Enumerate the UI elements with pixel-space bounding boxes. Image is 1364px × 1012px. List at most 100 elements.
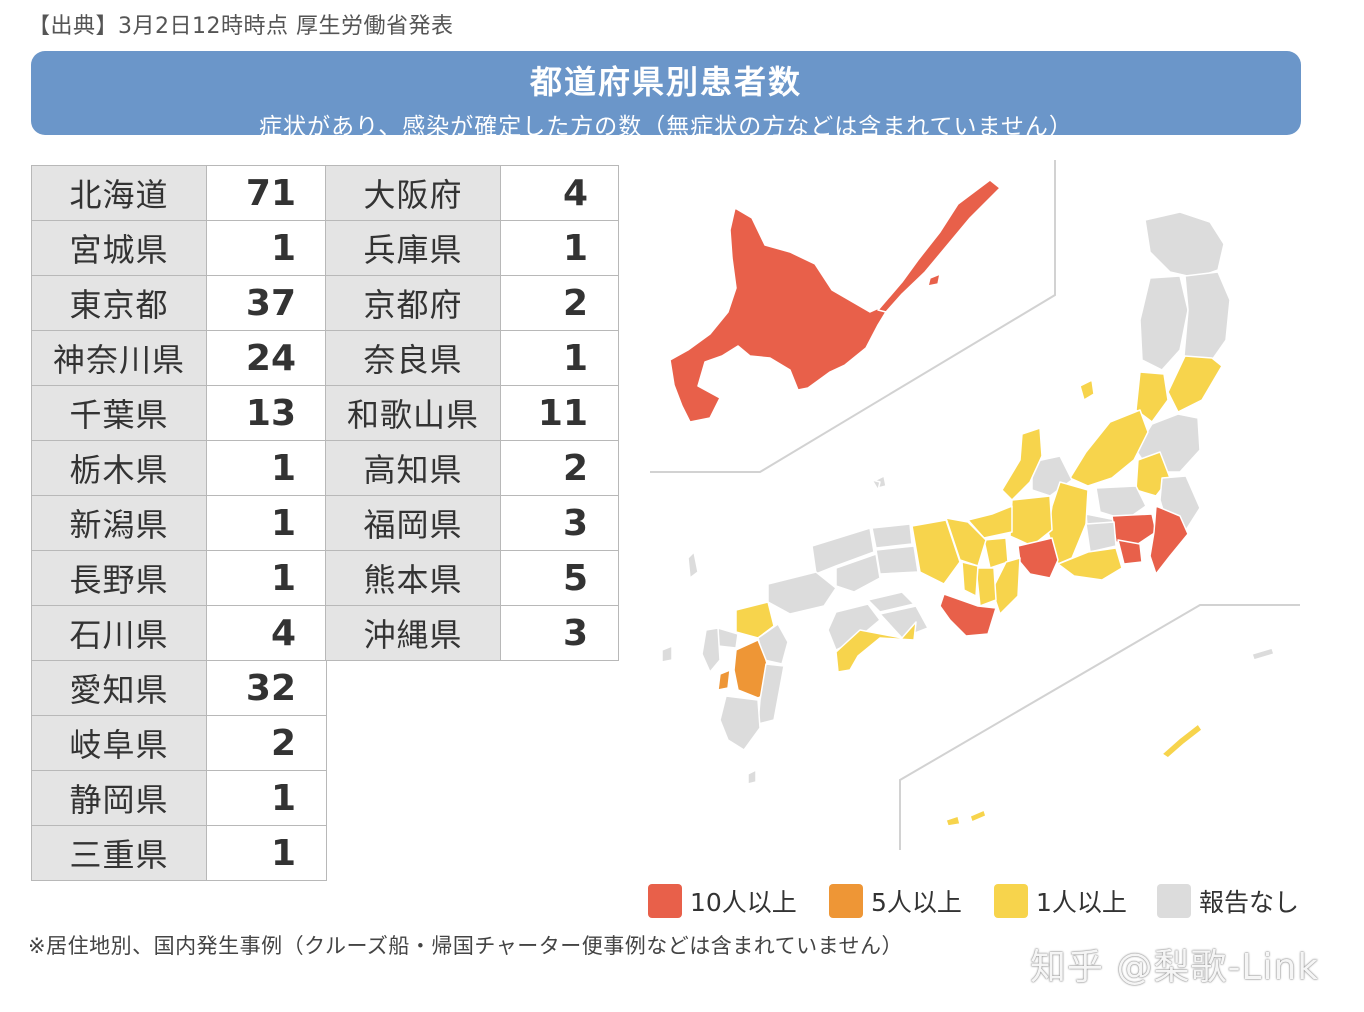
region-amakusa bbox=[717, 669, 731, 691]
prefecture-name: 長野県 bbox=[31, 550, 207, 606]
region-hiroshima bbox=[835, 553, 881, 593]
case-count: 13 bbox=[206, 385, 327, 441]
prefecture-name: 三重県 bbox=[31, 825, 207, 881]
case-count: 4 bbox=[500, 165, 619, 221]
prefecture-name: 愛知県 bbox=[31, 660, 207, 716]
case-count: 1 bbox=[500, 330, 619, 386]
region-kikai-dot bbox=[871, 479, 881, 491]
banner-title: 都道府県別患者数 bbox=[529, 63, 802, 101]
prefecture-name: 千葉県 bbox=[31, 385, 207, 441]
legend-item-1plus: 1人以上 bbox=[994, 884, 1127, 918]
legend-label: 報告なし bbox=[1199, 888, 1300, 917]
divider-hokkaido-inset bbox=[650, 160, 1056, 473]
divider-okinawa-inset bbox=[899, 604, 1300, 850]
prefecture-table-left: 北海道 71 宮城県 1 東京都 37 神奈川県 24 千葉県 13 栃木県 1 新潟県 1 長野県 1 石川県… bbox=[31, 165, 327, 881]
prefecture-name: 和歌山県 bbox=[325, 385, 501, 441]
region-nagasaki bbox=[701, 627, 721, 673]
legend-label: 1人以上 bbox=[1036, 888, 1127, 917]
case-count: 37 bbox=[206, 275, 327, 331]
japan-map bbox=[650, 160, 1300, 850]
legend-swatch bbox=[1157, 884, 1191, 918]
prefecture-name: 神奈川県 bbox=[31, 330, 207, 386]
region-yamaguchi bbox=[767, 571, 837, 615]
prefecture-name: 岐阜県 bbox=[31, 715, 207, 771]
region-nara bbox=[975, 567, 997, 607]
region-sakishima-dot bbox=[747, 769, 757, 785]
prefecture-name: 石川県 bbox=[31, 605, 207, 661]
table-row: 東京都 37 bbox=[31, 275, 327, 331]
table-row: 千葉県 13 bbox=[31, 385, 327, 441]
prefecture-name: 宮城県 bbox=[31, 220, 207, 276]
region-kuril-islet bbox=[927, 273, 941, 287]
region-kurils bbox=[877, 179, 1001, 313]
watermark: 知乎 @梨歌-Link bbox=[1030, 947, 1320, 988]
legend-item-10plus: 10人以上 bbox=[648, 884, 797, 918]
table-row: 大阪府 4 bbox=[325, 165, 619, 221]
prefecture-name: 沖縄県 bbox=[325, 605, 501, 661]
table-row: 宮城県 1 bbox=[31, 220, 327, 276]
region-shizuoka bbox=[1057, 547, 1123, 581]
region-saga bbox=[717, 627, 739, 649]
case-count: 71 bbox=[206, 165, 327, 221]
region-okinawa bbox=[1161, 723, 1203, 759]
prefecture-name: 新潟県 bbox=[31, 495, 207, 551]
region-hokkaido bbox=[669, 207, 893, 423]
table-row: 栃木県 1 bbox=[31, 440, 327, 496]
region-ogasawara bbox=[1251, 647, 1275, 661]
prefecture-name: 熊本県 bbox=[325, 550, 501, 606]
case-count: 1 bbox=[500, 220, 619, 276]
case-count: 1 bbox=[206, 770, 327, 826]
legend-label: 10人以上 bbox=[690, 888, 797, 917]
region-kagawa bbox=[867, 591, 915, 613]
source-caption: 【出典】3月2日12時時点 厚生労働省発表 bbox=[28, 14, 454, 39]
prefecture-name: 京都府 bbox=[325, 275, 501, 331]
region-wakayama bbox=[939, 593, 997, 637]
legend-swatch bbox=[994, 884, 1028, 918]
prefecture-table-right: 大阪府 4 兵庫県 1 京都府 2 奈良県 1 和歌山県 11 高知県 2 福岡県 3 熊本県 5 沖縄県 3 bbox=[325, 165, 619, 661]
region-okayama bbox=[875, 545, 919, 575]
prefecture-name: 北海道 bbox=[31, 165, 207, 221]
region-niigata bbox=[1069, 409, 1149, 487]
case-count: 5 bbox=[500, 550, 619, 606]
legend-swatch bbox=[648, 884, 682, 918]
region-miyagi bbox=[1167, 355, 1223, 413]
region-kanagawa bbox=[1117, 539, 1143, 565]
legend-swatch bbox=[829, 884, 863, 918]
region-iwate bbox=[1183, 271, 1231, 361]
case-count: 2 bbox=[500, 275, 619, 331]
legend-item-5plus: 5人以上 bbox=[829, 884, 962, 918]
region-kagoshima bbox=[719, 695, 761, 751]
region-gunma bbox=[1095, 485, 1147, 521]
region-goto bbox=[661, 645, 673, 663]
table-row: 奈良県 1 bbox=[325, 330, 619, 386]
prefecture-name: 栃木県 bbox=[31, 440, 207, 496]
prefecture-name: 静岡県 bbox=[31, 770, 207, 826]
footnote: ※居住地別、国内発生事例（クルーズ船・帰国チャーター便事例などは含まれていません… bbox=[28, 934, 903, 958]
legend-item-none: 報告なし bbox=[1157, 884, 1299, 918]
region-shiga bbox=[983, 537, 1009, 569]
table-row: 沖縄県 3 bbox=[325, 605, 619, 661]
prefecture-name: 福岡県 bbox=[325, 495, 501, 551]
region-akita bbox=[1139, 275, 1189, 371]
region-tokushima bbox=[879, 605, 929, 639]
case-count: 11 bbox=[500, 385, 619, 441]
case-count: 1 bbox=[206, 220, 327, 276]
region-chiba bbox=[1149, 505, 1189, 575]
table-row: 福岡県 3 bbox=[325, 495, 619, 551]
title-banner: 都道府県別患者数 症状があり、感染が確定した方の数（無症状の方などは含まれていま… bbox=[31, 51, 1301, 140]
case-count: 2 bbox=[206, 715, 327, 771]
region-aomori bbox=[1144, 211, 1225, 279]
case-count: 1 bbox=[206, 550, 327, 606]
table-row: 神奈川県 24 bbox=[31, 330, 327, 386]
case-count: 32 bbox=[206, 660, 327, 716]
region-miyazaki bbox=[757, 663, 785, 725]
case-count: 2 bbox=[500, 440, 619, 496]
prefecture-name: 高知県 bbox=[325, 440, 501, 496]
table-row: 北海道 71 bbox=[31, 165, 327, 221]
table-row: 熊本県 5 bbox=[325, 550, 619, 606]
region-gifu bbox=[1009, 495, 1053, 547]
region-kochi bbox=[835, 621, 917, 673]
case-count: 4 bbox=[206, 605, 327, 661]
legend-label: 5人以上 bbox=[871, 888, 962, 917]
table-row: 京都府 2 bbox=[325, 275, 619, 331]
